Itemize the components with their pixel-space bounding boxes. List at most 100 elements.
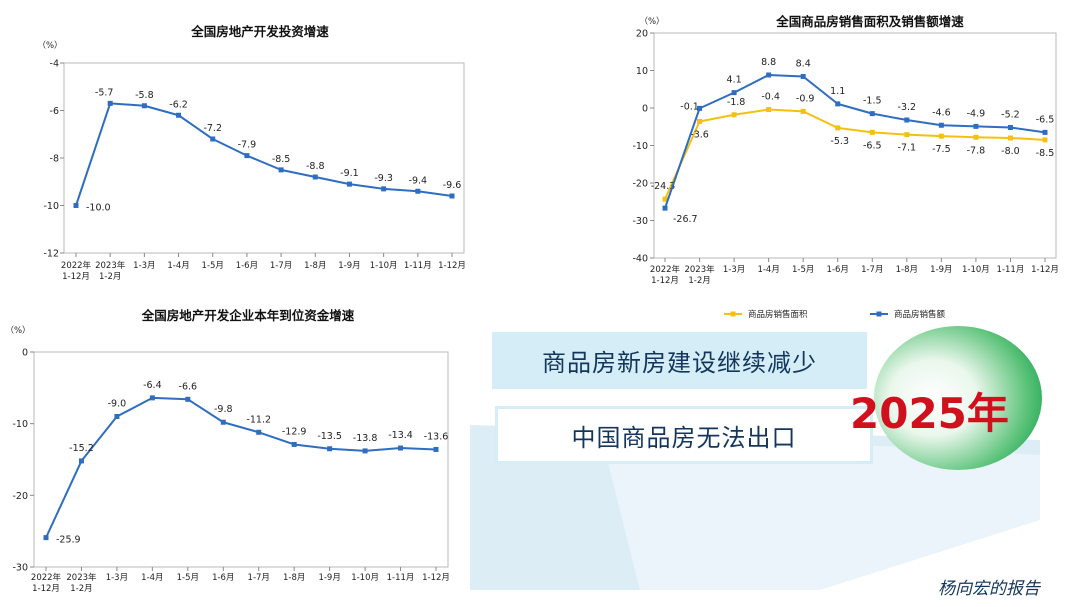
y-tick-label: -40	[632, 254, 648, 265]
data-point	[973, 134, 979, 140]
y-tick-label: -8	[50, 154, 59, 165]
x-tick-label: 1-3月	[133, 261, 155, 271]
x-tick-label: 1-6月	[236, 261, 258, 271]
data-point	[362, 448, 368, 454]
data-label: -3.6	[690, 130, 709, 141]
x-tick-label: 1-8月	[896, 265, 918, 275]
data-label: -9.1	[340, 168, 359, 179]
data-label: -9.0	[108, 399, 127, 410]
data-point	[662, 205, 668, 211]
x-tick-label: 2022年	[650, 264, 681, 275]
data-label: -6.4	[143, 380, 162, 391]
x-tick-label: 1-12月	[438, 261, 466, 271]
data-point	[256, 429, 262, 435]
data-label: -13.8	[353, 433, 378, 444]
y-tick-label: -20	[632, 179, 648, 190]
legend-label: 商品房销售额	[894, 309, 946, 320]
data-point	[415, 188, 421, 194]
data-point	[800, 74, 806, 79]
x-tick-label: 1-11月	[387, 573, 415, 583]
data-label: -6.5	[1036, 114, 1055, 125]
x-tick-label: 2023年	[66, 572, 97, 583]
x-tick-label: 1-6月	[212, 573, 234, 583]
data-point	[662, 196, 668, 202]
data-point	[244, 153, 250, 159]
y-tick-label: -6	[50, 106, 59, 117]
x-tick-label: 1-2月	[70, 584, 92, 594]
x-tick-label: 1-4月	[167, 261, 189, 271]
x-tick-label: 2022年	[61, 260, 92, 271]
data-point	[433, 446, 439, 452]
data-label: -9.8	[214, 404, 233, 415]
x-tick-label: 1-12月	[62, 272, 90, 282]
plot-frame	[63, 62, 465, 254]
data-point	[381, 186, 387, 192]
x-tick-label: 1-10月	[962, 265, 990, 275]
data-label: 1.1	[830, 86, 845, 97]
legend-marker	[730, 311, 736, 317]
data-label: -12.9	[282, 426, 307, 437]
data-point	[346, 181, 352, 187]
data-point	[835, 125, 841, 131]
data-label: -9.4	[409, 175, 428, 186]
data-label: -3.2	[898, 102, 917, 113]
data-point	[398, 445, 404, 451]
data-label: -0.4	[761, 92, 780, 103]
data-label: -0.9	[796, 93, 815, 104]
series-line	[664, 108, 1046, 200]
data-point	[1007, 125, 1013, 130]
data-point	[938, 133, 944, 139]
data-point	[73, 203, 79, 208]
data-point	[107, 100, 113, 106]
y-tick-label: -4	[50, 59, 59, 70]
x-tick-label: 1-2月	[99, 272, 121, 282]
x-tick-label: 1-7月	[248, 573, 270, 583]
data-point	[835, 101, 841, 107]
data-label: -25.9	[56, 535, 81, 546]
data-point	[766, 107, 772, 112]
x-tick-label: 1-5月	[792, 265, 814, 275]
y-unit-label: （%）	[639, 16, 664, 27]
data-label: -13.6	[424, 431, 449, 442]
data-label: -7.5	[932, 144, 951, 155]
chart-title: 全国房地产开发企业本年到位资金增速	[141, 308, 355, 323]
x-tick-label: 1-9月	[318, 573, 340, 583]
data-label: 4.1	[727, 75, 742, 86]
data-point	[766, 72, 772, 78]
x-tick-label: 2022年	[31, 572, 62, 583]
data-point	[904, 117, 910, 123]
data-label: -1.5	[863, 96, 882, 107]
y-tick-label: -10	[12, 419, 28, 430]
data-point	[869, 111, 875, 117]
data-point	[697, 105, 703, 111]
data-point	[176, 112, 182, 118]
x-tick-label: 1-4月	[757, 265, 779, 275]
data-label: -11.2	[246, 414, 271, 425]
x-tick-label: 1-3月	[723, 265, 745, 275]
x-tick-label: 1-3月	[106, 573, 128, 583]
chart-title: 全国房地产开发投资增速	[190, 24, 329, 39]
x-tick-label: 1-7月	[861, 265, 883, 275]
data-point	[312, 174, 318, 180]
x-tick-label: 1-8月	[283, 573, 305, 583]
green-oval	[874, 326, 1042, 470]
x-tick-label: 1-9月	[930, 265, 952, 275]
x-tick-label: 2023年	[684, 264, 715, 275]
year-label: 2025年	[850, 389, 1009, 438]
y-tick-label: -12	[43, 249, 59, 260]
data-label: -5.7	[95, 87, 114, 98]
data-point	[973, 123, 979, 129]
data-point	[904, 132, 910, 138]
y-tick-label: 20	[636, 29, 648, 40]
x-tick-label: 1-12月	[1031, 265, 1059, 275]
data-label: -4.6	[932, 107, 951, 118]
data-point	[327, 446, 333, 452]
data-point	[114, 414, 120, 419]
x-tick-label: 1-5月	[202, 261, 224, 271]
y-unit-label: （%）	[37, 40, 62, 51]
data-point	[869, 129, 875, 135]
y-unit-label: （%）	[5, 325, 30, 336]
pale-blue-wedge	[600, 430, 1040, 590]
data-label: -7.2	[203, 123, 222, 134]
